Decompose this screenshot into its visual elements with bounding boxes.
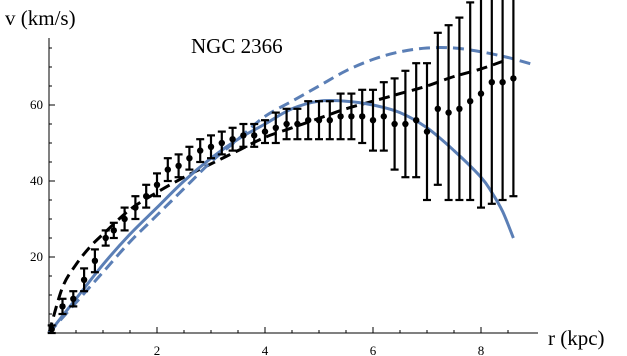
data-point — [283, 120, 290, 128]
data-point — [294, 120, 301, 128]
data-point — [218, 139, 225, 147]
blue-dashed-model-curve — [47, 46, 536, 334]
data-point — [229, 136, 236, 143]
error-bar — [498, 0, 507, 202]
data-point — [132, 204, 139, 211]
x-tick-label: 2 — [154, 343, 161, 356]
data-point — [305, 117, 312, 124]
x-tick-label: 8 — [478, 343, 485, 356]
data-point — [423, 128, 431, 135]
y-axis-label: v (km/s) — [5, 6, 76, 30]
data-point — [315, 117, 323, 124]
data-point — [48, 326, 55, 333]
data-point — [251, 132, 258, 139]
data-point — [488, 79, 495, 86]
data-point — [510, 75, 517, 82]
x-axis-label: r (kpc) — [548, 326, 605, 350]
error-bar — [509, 0, 518, 198]
data-point — [380, 113, 387, 120]
blue-solid-model-curve — [47, 98, 515, 334]
x-tick-label: 6 — [370, 343, 377, 356]
model-curves — [47, 46, 536, 334]
data-point — [467, 98, 474, 105]
data-point — [240, 132, 247, 139]
data-point — [337, 113, 344, 120]
data-point — [326, 117, 333, 124]
data-point — [402, 120, 409, 128]
data-point — [59, 303, 66, 310]
data-point — [70, 295, 77, 302]
data-point — [477, 90, 485, 97]
black-dashed-fit-curve — [47, 57, 509, 334]
data-point — [359, 113, 366, 120]
data-point — [434, 105, 441, 113]
tick-labels: 2 4 6 8 20 40 60 — [30, 97, 484, 356]
data-point — [499, 79, 506, 86]
data-point — [153, 181, 161, 188]
data-point — [369, 117, 377, 124]
data-point — [445, 109, 452, 116]
y-tick-label: 40 — [30, 173, 43, 188]
data-point — [143, 193, 150, 200]
data-point — [175, 162, 182, 169]
data-point — [272, 124, 279, 131]
tick-marks — [49, 47, 509, 333]
data-point — [261, 128, 269, 135]
data-point — [164, 166, 171, 173]
error-bar — [487, 0, 496, 205]
chart-title: NGC 2366 — [191, 34, 283, 58]
data-points — [48, 75, 517, 333]
data-point — [391, 120, 398, 128]
data-point — [80, 276, 88, 283]
data-point — [121, 215, 128, 223]
x-tick-label: 4 — [262, 343, 269, 356]
axes — [48, 38, 538, 334]
data-point — [110, 227, 118, 234]
y-tick-label: 20 — [30, 249, 43, 264]
data-point — [197, 147, 204, 154]
data-point — [91, 257, 99, 264]
data-point — [413, 117, 420, 124]
data-point — [186, 155, 193, 162]
data-point — [102, 234, 109, 242]
data-point — [348, 113, 355, 120]
y-tick-label: 60 — [30, 97, 43, 112]
error-bar — [477, 0, 485, 209]
data-point — [456, 105, 463, 113]
data-point — [207, 143, 215, 150]
